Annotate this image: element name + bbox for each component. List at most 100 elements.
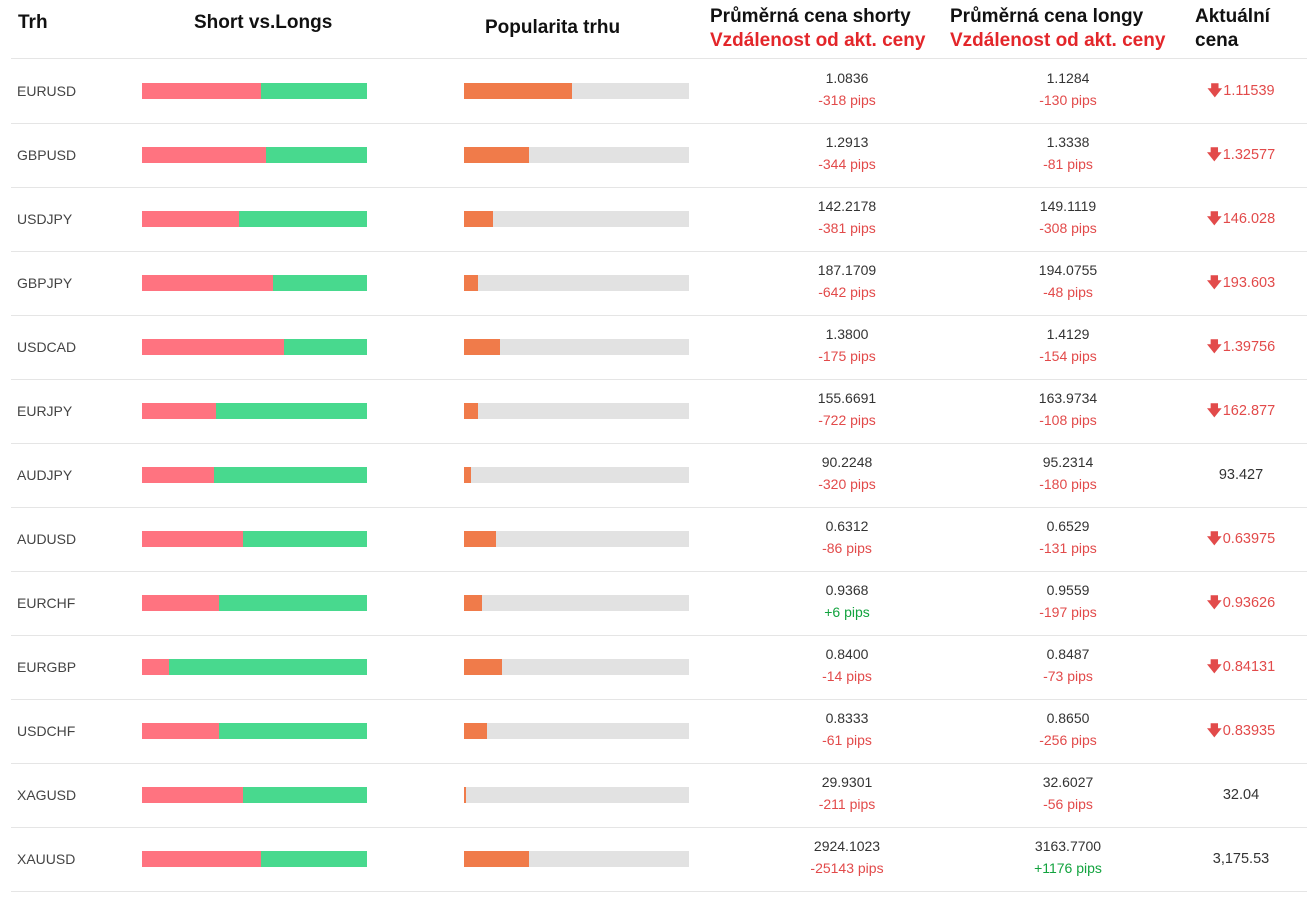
market-name[interactable]: XAUUSD xyxy=(17,851,76,867)
table-row[interactable]: AUDUSD 0.6312 -86 pips 0.6529 -131 pips 🡇 0.63… xyxy=(11,507,1307,572)
table-row[interactable]: USDCAD 1.3800 -175 pips 1.4129 -154 pips 🡇1.3… xyxy=(11,315,1307,380)
header-avg-long: Průměrná cena longy Vzdálenost od akt. c… xyxy=(950,5,1165,53)
short-vs-long-bar xyxy=(142,723,367,739)
market-name[interactable]: AUDJPY xyxy=(17,467,73,483)
popularity-fill xyxy=(464,467,471,483)
arrow-down-icon: 🡇 xyxy=(1206,723,1222,739)
arrow-down-icon: 🡇 xyxy=(1206,531,1222,547)
avg-long-pips: -256 pips xyxy=(1039,732,1097,748)
short-portion xyxy=(142,467,214,483)
avg-long-price: 0.8650 xyxy=(1046,710,1090,726)
short-portion xyxy=(142,787,243,803)
current-price: 🡇146.028 xyxy=(1176,187,1306,251)
avg-long-price: 95.2314 xyxy=(1042,454,1094,470)
avg-short-pips: -175 pips xyxy=(818,348,876,364)
popularity-fill xyxy=(464,339,500,355)
short-vs-long-bar xyxy=(142,83,367,99)
popularity-bar xyxy=(464,787,689,803)
header-popularity: Popularita trhu xyxy=(485,17,621,38)
avg-short-price: 0.8333 xyxy=(825,710,869,726)
avg-long-price: 149.1119 xyxy=(1039,198,1097,214)
avg-short-price: 90.2248 xyxy=(821,454,873,470)
avg-long-pips: -308 pips xyxy=(1039,220,1097,236)
table-row[interactable]: USDJPY 142.2178 -381 pips 149.1119 -308 pips… xyxy=(11,187,1307,252)
header-market: Trh xyxy=(18,12,48,33)
avg-short-pips: -722 pips xyxy=(818,412,876,428)
avg-long-cell: 0.6529 -131 pips xyxy=(968,515,1168,559)
popularity-fill xyxy=(464,147,529,163)
header-current-price-line2: cena xyxy=(1195,30,1239,51)
header-current-price-line1: Aktuální xyxy=(1195,6,1270,27)
header-avg-long-title: Průměrná cena longy xyxy=(950,6,1144,27)
table-row[interactable]: AUDJPY 90.2248 -320 pips 95.2314 -180 pips 93… xyxy=(11,443,1307,508)
table-row[interactable]: USDCHF 0.8333 -61 pips 0.8650 -256 pips 🡇0.83… xyxy=(11,699,1307,764)
short-portion xyxy=(142,851,261,867)
table-row[interactable]: XAUUSD 2924.1023 -25143 pips 3163.7700 +1176… xyxy=(11,827,1307,892)
avg-long-cell: 0.8650 -256 pips xyxy=(968,707,1168,751)
avg-long-cell: 1.3338 -81 pips xyxy=(968,131,1168,175)
short-vs-long-bar xyxy=(142,467,367,483)
popularity-fill xyxy=(464,659,502,675)
market-name[interactable]: USDJPY xyxy=(17,211,73,227)
table-row[interactable]: EURUSD 1.0836 -318 pips 1.1284 -130 pips 🡇1.1… xyxy=(11,58,1307,124)
current-price-value: 193.603 xyxy=(1222,275,1276,291)
table-row[interactable]: EURCHF 0.9368 +6 pips 0.9559 -197 pips 🡇0.936… xyxy=(11,571,1307,636)
table-row[interactable]: XAGUSD 29.9301 -211 pips 32.6027 -56 pips 32.… xyxy=(11,763,1307,828)
avg-short-price: 0.9368 xyxy=(825,582,869,598)
popularity-fill xyxy=(464,851,529,867)
avg-long-price: 32.6027 xyxy=(1042,774,1094,790)
avg-short-cell: 1.0836 -318 pips xyxy=(747,67,947,111)
current-price: 🡇0.93626 xyxy=(1176,571,1306,635)
market-name[interactable]: EURJPY xyxy=(17,403,73,419)
avg-long-cell: 3163.7700 +1176 pips xyxy=(968,835,1168,879)
avg-short-cell: 1.3800 -175 pips xyxy=(747,323,947,367)
market-name[interactable]: XAGUSD xyxy=(17,787,77,803)
current-price-value: 32.04 xyxy=(1222,787,1260,803)
avg-long-pips: -108 pips xyxy=(1039,412,1097,428)
short-portion xyxy=(142,275,273,291)
market-name[interactable]: AUDUSD xyxy=(17,531,77,547)
popularity-bar xyxy=(464,339,689,355)
avg-short-cell: 29.9301 -211 pips xyxy=(747,771,947,815)
current-price: 93.427 xyxy=(1176,443,1306,507)
current-price: 🡇193.603 xyxy=(1176,251,1306,315)
table-row[interactable]: GBPUSD 1.2913 -344 pips 1.3338 -81 pips 🡇1.32… xyxy=(11,123,1307,188)
avg-long-pips: -131 pips xyxy=(1039,540,1097,556)
table-row[interactable]: EURJPY 155.6691 -722 pips 163.9734 -108 pips… xyxy=(11,379,1307,444)
avg-short-pips: -25143 pips xyxy=(810,860,884,876)
current-price-value: 1.39756 xyxy=(1222,339,1276,355)
short-vs-long-bar xyxy=(142,659,367,675)
table-row[interactable]: GBPJPY 187.1709 -642 pips 194.0755 -48 pips 🡇… xyxy=(11,251,1307,316)
avg-short-cell: 0.9368 +6 pips xyxy=(747,579,947,623)
short-portion xyxy=(142,595,219,611)
market-name[interactable]: GBPJPY xyxy=(17,275,73,291)
market-name[interactable]: USDCAD xyxy=(17,339,77,355)
current-price: 🡇162.877 xyxy=(1176,379,1306,443)
market-name[interactable]: EURUSD xyxy=(17,83,77,99)
current-price-value: 3,175.53 xyxy=(1212,851,1270,867)
avg-short-cell: 0.8400 -14 pips xyxy=(747,643,947,687)
avg-short-cell: 142.2178 -381 pips xyxy=(747,195,947,239)
avg-short-cell: 0.6312 -86 pips xyxy=(747,515,947,559)
current-price: 🡇1.32577 xyxy=(1176,123,1306,187)
market-name[interactable]: USDCHF xyxy=(17,723,76,739)
avg-short-pips: -318 pips xyxy=(818,92,876,108)
popularity-bar xyxy=(464,83,689,99)
avg-short-price: 1.3800 xyxy=(825,326,869,342)
short-portion xyxy=(142,211,239,227)
current-price: 32.04 xyxy=(1176,763,1306,827)
table-row[interactable]: EURGBP 0.8400 -14 pips 0.8487 -73 pips 🡇0.841… xyxy=(11,635,1307,700)
avg-long-pips: -48 pips xyxy=(1043,284,1093,300)
avg-short-price: 0.6312 xyxy=(825,518,869,534)
popularity-fill xyxy=(464,595,482,611)
avg-long-cell: 1.4129 -154 pips xyxy=(968,323,1168,367)
short-portion xyxy=(142,147,266,163)
avg-long-price: 194.0755 xyxy=(1038,262,1098,278)
market-name[interactable]: EURGBP xyxy=(17,659,77,675)
short-vs-long-bar xyxy=(142,339,367,355)
arrow-down-icon: 🡇 xyxy=(1207,83,1223,99)
market-name[interactable]: GBPUSD xyxy=(17,147,77,163)
avg-short-price: 2924.1023 xyxy=(813,838,881,854)
avg-long-cell: 149.1119 -308 pips xyxy=(968,195,1168,239)
market-name[interactable]: EURCHF xyxy=(17,595,76,611)
